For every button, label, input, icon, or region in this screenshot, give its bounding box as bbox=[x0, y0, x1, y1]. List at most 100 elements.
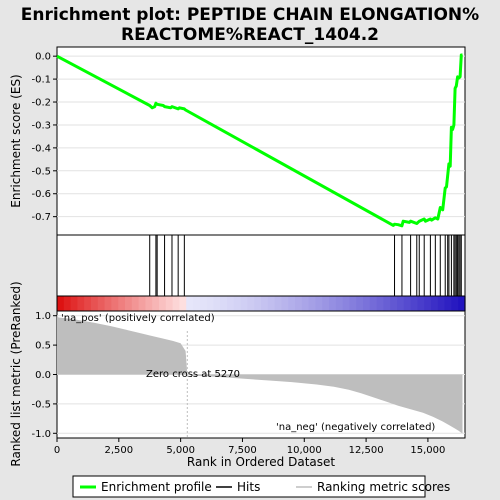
negative-correlation-label: 'na_neg' (negatively correlated) bbox=[276, 422, 435, 433]
color-bar-segment bbox=[342, 296, 350, 311]
enrichment-y-tick-label: -0.1 bbox=[31, 75, 51, 86]
color-bar-segment bbox=[118, 296, 126, 311]
color-bar-segment bbox=[295, 296, 303, 311]
color-bar-segment bbox=[172, 296, 180, 311]
chart-title-line-1: Enrichment plot: PEPTIDE CHAIN ELONGATIO… bbox=[21, 5, 479, 25]
color-bar-segment bbox=[335, 296, 344, 311]
color-bar-segment bbox=[281, 296, 289, 311]
color-bar-segment bbox=[397, 296, 405, 311]
color-bar-segment bbox=[329, 296, 337, 311]
color-bar-segment bbox=[111, 296, 119, 311]
color-bar-segment bbox=[424, 296, 432, 311]
color-bar-segment bbox=[159, 296, 167, 311]
color-bar-segment bbox=[220, 296, 228, 311]
enrichment-y-ticks: 0.0 -0.1 -0.2 -0.3 -0.4 -0.5 -0.6 -0.7 bbox=[31, 52, 57, 223]
ranked-metric-x-ticks: 0 2,500 5,000 7,500 10,000 12,500 15,000 bbox=[54, 438, 445, 456]
color-bar-segment bbox=[193, 296, 201, 311]
color-bar-segment bbox=[363, 296, 371, 311]
color-bar-segment bbox=[308, 296, 316, 311]
ranked-metric-y-tick-label: 0.5 bbox=[35, 341, 51, 352]
color-bar-segment bbox=[213, 296, 221, 311]
x-axis-title: Rank in Ordered Dataset bbox=[187, 455, 335, 469]
color-bar-segment bbox=[138, 296, 146, 311]
legend-label: Ranking metric scores bbox=[317, 480, 450, 494]
color-bar-segment bbox=[376, 296, 384, 311]
enrichment-profile-panel: 0.0 -0.1 -0.2 -0.3 -0.4 -0.5 -0.6 -0.7 Enrichme… bbox=[9, 46, 466, 236]
color-bar-segment bbox=[451, 296, 459, 311]
ranked-metric-panel: 'na_pos' (positively correlated) Zero cr… bbox=[9, 281, 466, 469]
ranked-metric-y-axis-title: Ranked list metric (PreRanked) bbox=[9, 281, 23, 466]
enrichment-profile-line bbox=[56, 53, 463, 228]
color-bar-segment bbox=[322, 296, 330, 311]
chart-title-line-2: REACTOME%REACT_1404.2 bbox=[121, 25, 379, 45]
hit-lines bbox=[149, 235, 462, 296]
color-bar-segment bbox=[267, 296, 276, 311]
rank-color-bar-segments bbox=[57, 296, 466, 311]
color-bar-segment bbox=[356, 296, 364, 311]
color-bar-segment bbox=[315, 296, 323, 311]
color-bar-segment bbox=[91, 296, 99, 311]
color-bar-segment bbox=[458, 296, 466, 311]
color-bar-segment bbox=[288, 296, 296, 311]
color-bar-segment bbox=[97, 296, 106, 311]
ranked-metric-y-tick-label: 0.0 bbox=[35, 370, 51, 381]
ranked-metric-y-ticks: 1.0 0.5 0.0 -0.5 -1.0 bbox=[31, 311, 57, 440]
x-tick-label: 7,500 bbox=[228, 445, 257, 456]
color-bar-segment bbox=[233, 296, 242, 311]
color-bar-segment bbox=[179, 296, 187, 311]
enrichment-y-tick-label: -0.4 bbox=[31, 143, 51, 154]
color-bar-segment bbox=[437, 296, 446, 311]
enrichment-y-tick-label: 0.0 bbox=[35, 52, 51, 63]
enrichment-gridlines bbox=[57, 55, 465, 218]
rank-color-bar bbox=[56, 295, 466, 312]
color-bar-segment bbox=[444, 296, 452, 311]
x-tick-label: 12,500 bbox=[349, 445, 384, 456]
hits-plot-area bbox=[56, 234, 466, 297]
color-bar-segment bbox=[227, 296, 235, 311]
color-bar-segment bbox=[84, 296, 92, 311]
legend-box bbox=[72, 475, 426, 498]
color-bar-segment bbox=[390, 296, 398, 311]
hits-panel bbox=[56, 234, 466, 297]
color-bar-segment bbox=[152, 296, 160, 311]
legend-label: Enrichment profile bbox=[101, 480, 212, 494]
legend: Enrichment profile Hits Ranking metric sco… bbox=[72, 475, 450, 498]
positive-correlation-label: 'na_pos' (positively correlated) bbox=[61, 313, 215, 324]
enrichment-y-tick-label: -0.3 bbox=[31, 120, 51, 131]
x-tick-label: 10,000 bbox=[287, 445, 322, 456]
color-bar-segment bbox=[403, 296, 412, 311]
enrichment-y-axis-title: Enrichment score (ES) bbox=[9, 74, 23, 207]
color-bar-segment bbox=[165, 296, 174, 311]
color-bar-segment bbox=[261, 296, 269, 311]
legend-items: Enrichment profile Hits Ranking metric sco… bbox=[80, 480, 450, 494]
ranked-metric-area bbox=[57, 315, 463, 434]
color-bar-segment bbox=[186, 296, 194, 311]
color-bar-segment bbox=[349, 296, 357, 311]
color-bar-segment bbox=[417, 296, 425, 311]
color-bar-segment bbox=[125, 296, 133, 311]
color-bar-segment bbox=[431, 296, 439, 311]
color-bar-segment bbox=[274, 296, 282, 311]
color-bar-segment bbox=[104, 296, 112, 311]
color-bar-segment bbox=[247, 296, 255, 311]
color-bar-segment bbox=[145, 296, 153, 311]
color-bar-segment bbox=[131, 296, 140, 311]
ranked-metric-y-tick-label: -1.0 bbox=[31, 429, 51, 440]
legend-label: Hits bbox=[237, 480, 260, 494]
zero-cross-label: Zero cross at 5270 bbox=[146, 369, 240, 380]
enrichment-plot-area bbox=[56, 46, 466, 236]
color-bar-segment bbox=[301, 296, 310, 311]
color-bar-segment bbox=[240, 296, 248, 311]
color-bar-segment bbox=[77, 296, 85, 311]
enrichment-y-tick-label: -0.2 bbox=[31, 98, 51, 109]
x-tick-label: 2,500 bbox=[104, 445, 133, 456]
enrichment-y-tick-label: -0.7 bbox=[31, 212, 51, 223]
ranked-metric-y-tick-label: 1.0 bbox=[35, 311, 51, 322]
color-bar-segment bbox=[383, 296, 391, 311]
color-bar-segment bbox=[199, 296, 208, 311]
x-tick-label: 5,000 bbox=[166, 445, 195, 456]
color-bar-segment bbox=[63, 296, 72, 311]
x-tick-label: 15,000 bbox=[410, 445, 445, 456]
color-bar-segment bbox=[57, 296, 65, 311]
